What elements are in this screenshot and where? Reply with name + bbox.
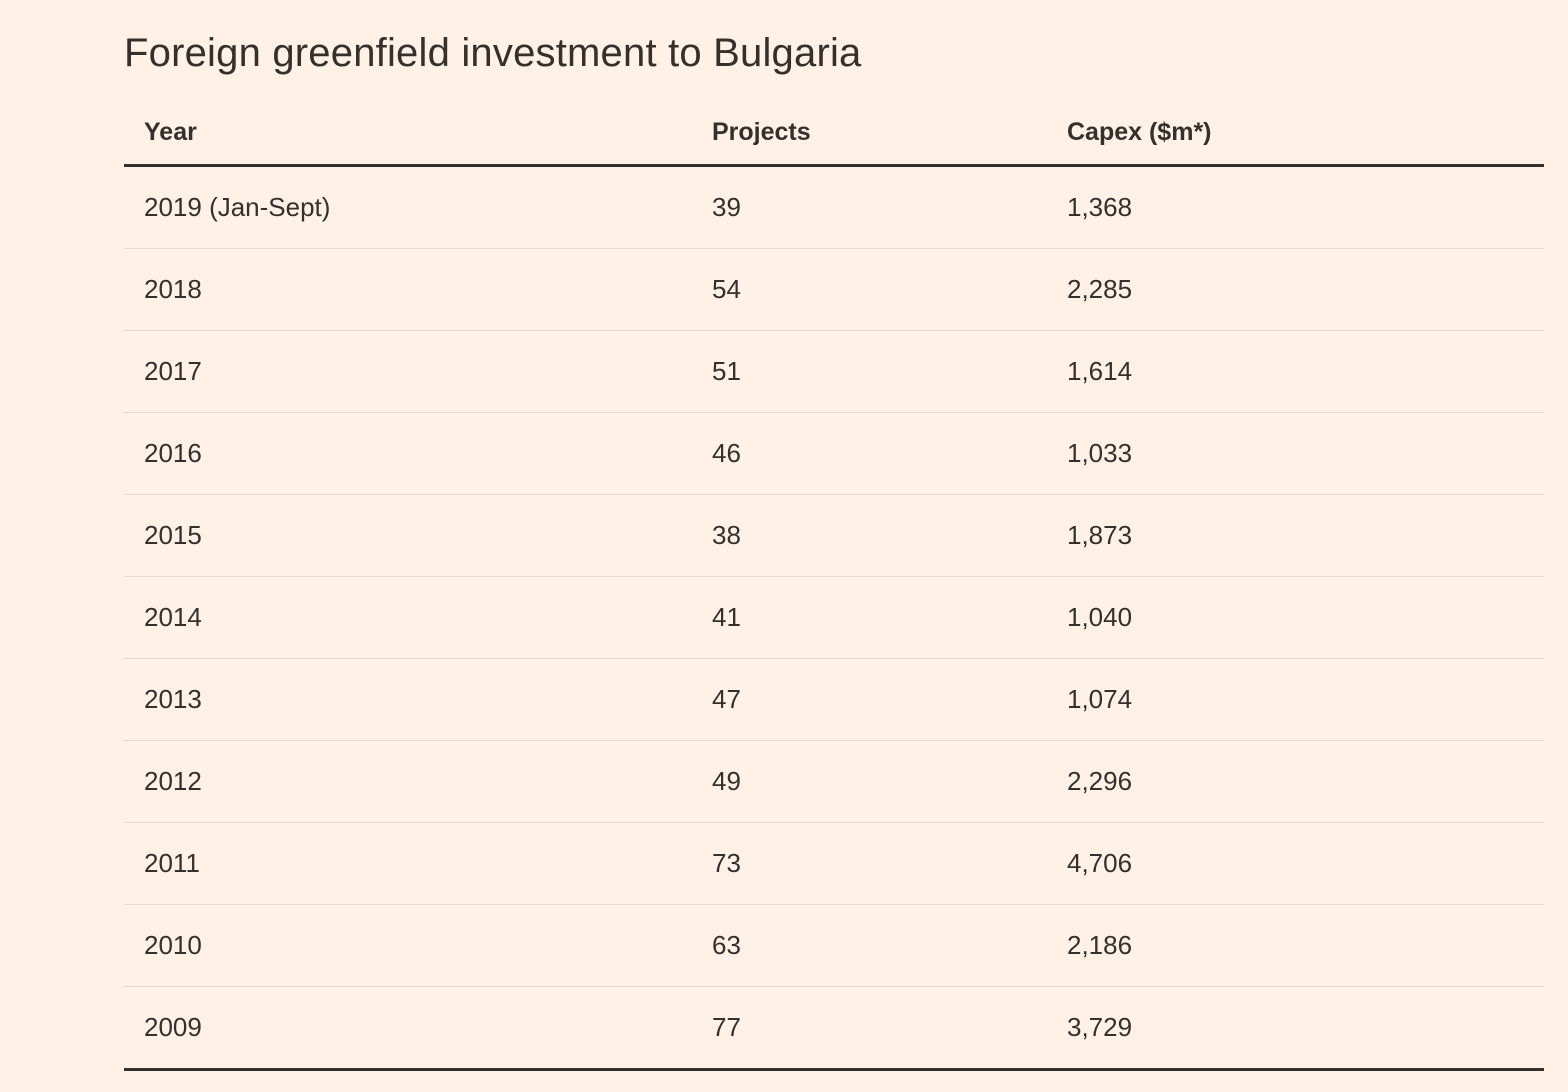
table-cell-projects: 73 bbox=[712, 848, 741, 878]
table-row: 2014 41 1,040 bbox=[124, 577, 1544, 659]
column-header-projects: Projects bbox=[692, 100, 1047, 167]
column-header-capex: Capex ($m*) bbox=[1047, 100, 1544, 167]
table-row: 2018 54 2,285 bbox=[124, 249, 1544, 331]
table-cell-capex: 1,368 bbox=[1067, 192, 1133, 222]
table-header: Year Projects Capex ($m*) bbox=[124, 100, 1544, 167]
table-cell-capex: 1,614 bbox=[1067, 356, 1133, 386]
table-cell-year: 2013 bbox=[144, 684, 202, 714]
table-cell-projects: 63 bbox=[712, 930, 741, 960]
table-cell-capex: 3,729 bbox=[1067, 1012, 1133, 1042]
table-cell-year: 2016 bbox=[144, 438, 202, 468]
table-cell-capex: 2,285 bbox=[1067, 274, 1133, 304]
table-cell-capex: 1,040 bbox=[1067, 602, 1133, 632]
table-cell-year: 2010 bbox=[144, 930, 202, 960]
table-cell-capex: 4,706 bbox=[1067, 848, 1133, 878]
table-row: 2013 47 1,074 bbox=[124, 659, 1544, 741]
table-cell-year: 2018 bbox=[144, 274, 202, 304]
table-cell-projects: 41 bbox=[712, 602, 741, 632]
table-cell-projects: 47 bbox=[712, 684, 741, 714]
table-cell-projects: 49 bbox=[712, 766, 741, 796]
table-row: 2009 77 3,729 bbox=[124, 987, 1544, 1070]
table-cell-year: 2015 bbox=[144, 520, 202, 550]
table-cell-capex: 1,873 bbox=[1067, 520, 1133, 550]
table-cell-year: 2017 bbox=[144, 356, 202, 386]
table-cell-capex: 2,186 bbox=[1067, 930, 1133, 960]
table-cell-capex: 1,074 bbox=[1067, 684, 1133, 714]
table-row: 2016 46 1,033 bbox=[124, 413, 1544, 495]
table-cell-year: 2012 bbox=[144, 766, 202, 796]
table-row: 2010 63 2,186 bbox=[124, 905, 1544, 987]
table-cell-projects: 38 bbox=[712, 520, 741, 550]
table-cell-projects: 77 bbox=[712, 1012, 741, 1042]
table-row: 2017 51 1,614 bbox=[124, 331, 1544, 413]
table-cell-capex: 2,296 bbox=[1067, 766, 1133, 796]
table-row: 2011 73 4,706 bbox=[124, 823, 1544, 905]
page-title: Foreign greenfield investment to Bulgari… bbox=[124, 31, 862, 75]
table-header-row: Year Projects Capex ($m*) bbox=[124, 100, 1544, 167]
table-body: 2019 (Jan-Sept) 39 1,368 2018 54 2,285 2017 51 1… bbox=[124, 166, 1544, 1070]
investment-table: Year Projects Capex ($m*) 2019 (Jan-Sept… bbox=[124, 100, 1544, 1071]
table-row: 2015 38 1,873 bbox=[124, 495, 1544, 577]
table-row: 2019 (Jan-Sept) 39 1,368 bbox=[124, 166, 1544, 249]
table-cell-projects: 39 bbox=[712, 192, 741, 222]
table-cell-capex: 1,033 bbox=[1067, 438, 1133, 468]
table-cell-year: 2011 bbox=[144, 848, 200, 878]
table-cell-year: 2019 (Jan-Sept) bbox=[144, 192, 331, 222]
table-cell-year: 2014 bbox=[144, 602, 202, 632]
table-cell-projects: 54 bbox=[712, 274, 741, 304]
table-cell-year: 2009 bbox=[144, 1012, 202, 1042]
table-cell-projects: 51 bbox=[712, 356, 741, 386]
column-header-year: Year bbox=[124, 100, 692, 167]
table-row: 2012 49 2,296 bbox=[124, 741, 1544, 823]
table-cell-projects: 46 bbox=[712, 438, 741, 468]
